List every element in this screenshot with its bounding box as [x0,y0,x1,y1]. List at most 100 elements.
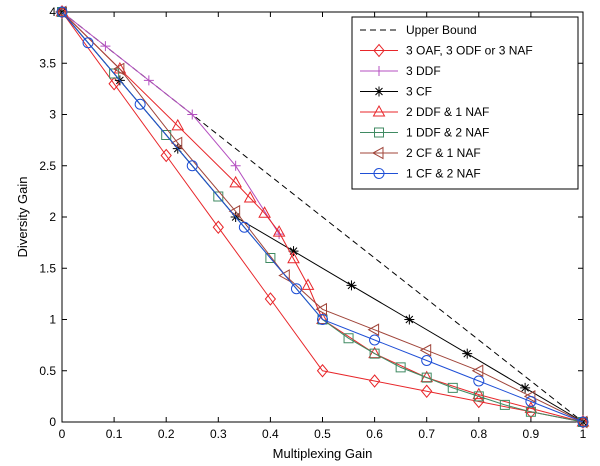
data-point [265,253,276,263]
data-point [462,348,473,359]
y-tick-label: 2.5 [39,159,56,173]
data-point [525,406,536,417]
series-line [61,11,584,423]
legend-label: 2 DDF & 1 NAF [406,105,489,119]
y-tick-label: 2 [49,210,56,224]
data-point [472,387,486,400]
data-point [238,221,250,233]
x-tick-label: 0.7 [418,427,435,441]
data-point [113,61,127,74]
data-point [525,396,537,407]
x-tick-label: 0.6 [366,427,383,441]
data-point [473,391,484,402]
data-point [56,6,68,18]
data-point [367,323,380,337]
data-point [473,375,485,387]
data-point [228,204,241,218]
legend-item: 2 DDF & 1 NAF [360,104,489,119]
y-tick-label: 3.5 [39,56,56,70]
data-point [264,292,277,306]
data-point [395,362,406,373]
data-point [170,136,183,150]
series-line [61,11,584,423]
y-axis-label: Diversity Gain [15,177,30,258]
series-2-cf-1-naf [54,5,588,429]
axis-ticks: 0 0.1 0.2 0.3 0.4 0.5 0.6 0.7 0.8 0.9 1 0 0.5 1 1.5 2 2.… [39,5,586,441]
data-point [171,118,185,131]
data-point [404,314,415,325]
x-tick-label: 1 [580,427,587,441]
data-point [447,382,458,393]
data-point [290,283,302,295]
x-tick-label: 0.9 [523,427,540,441]
data-point [343,333,354,344]
y-tick-label: 0 [49,415,56,429]
legend-marker [372,104,386,117]
data-point [316,363,329,378]
x-tick-label: 0.4 [262,427,279,441]
data-point [160,148,172,163]
data-point [229,175,242,188]
legend-label: 3 CF [406,85,432,99]
legend-item: 3 DDF [360,64,441,78]
x-tick-label: 0.2 [158,427,175,441]
data-point [471,364,484,378]
legend-label: 1 CF & 2 NAF [406,167,481,181]
data-point [369,348,380,359]
x-axis-label: Multiplexing Gain [273,446,373,461]
data-point [421,372,432,383]
legend-label: 2 CF & 1 NAF [406,146,481,160]
data-point [421,355,433,366]
data-point [287,251,300,264]
data-point [520,382,531,393]
y-tick-label: 0.5 [39,364,56,378]
series-1-cf-2-naf [56,6,589,428]
data-point [473,394,485,409]
series-layer [54,4,590,429]
legend-item: 3 CF [360,85,432,99]
legend-item: 1 DDF & 2 NAF [360,126,489,140]
legend-item: 1 CF & 2 NAF [360,167,481,181]
y-tick-label: 1 [49,313,56,327]
data-point [187,109,198,120]
y-tick-label: 3 [49,108,56,122]
legend-label: 3 DDF [406,64,441,78]
data-point [54,5,67,19]
legend-item: 2 CF & 1 NAF [360,146,481,160]
legend-label: Upper Bound [406,23,477,37]
legend-marker [373,168,385,179]
x-tick-label: 0 [59,427,66,441]
data-point [134,98,146,110]
x-tick-label: 0.3 [210,427,227,441]
y-tick-label: 1.5 [39,261,56,275]
series-line [61,11,584,423]
data-point [100,41,111,52]
data-point [272,225,286,237]
data-point [288,246,299,257]
legend-marker [374,66,384,76]
x-tick-label: 0.8 [470,427,487,441]
data-point [278,269,290,282]
data-point [258,206,271,218]
x-tick-label: 0.5 [314,427,331,441]
legend-item: Upper Bound [360,23,477,37]
series-line [61,11,584,423]
data-point [161,130,172,140]
data-point [243,190,257,203]
data-point [82,37,94,49]
data-point [186,160,198,172]
data-point [112,62,125,76]
data-point [419,343,432,357]
data-point [315,302,327,316]
data-point [499,399,510,410]
legend-marker [374,86,384,97]
legend-marker [371,146,384,160]
x-tick-label: 0.1 [106,427,123,441]
data-point [523,390,536,403]
data-point [368,374,381,388]
data-point [143,75,154,86]
data-point [108,76,120,91]
legend-marker [373,43,385,58]
y-tick-label: 4 [49,5,56,19]
